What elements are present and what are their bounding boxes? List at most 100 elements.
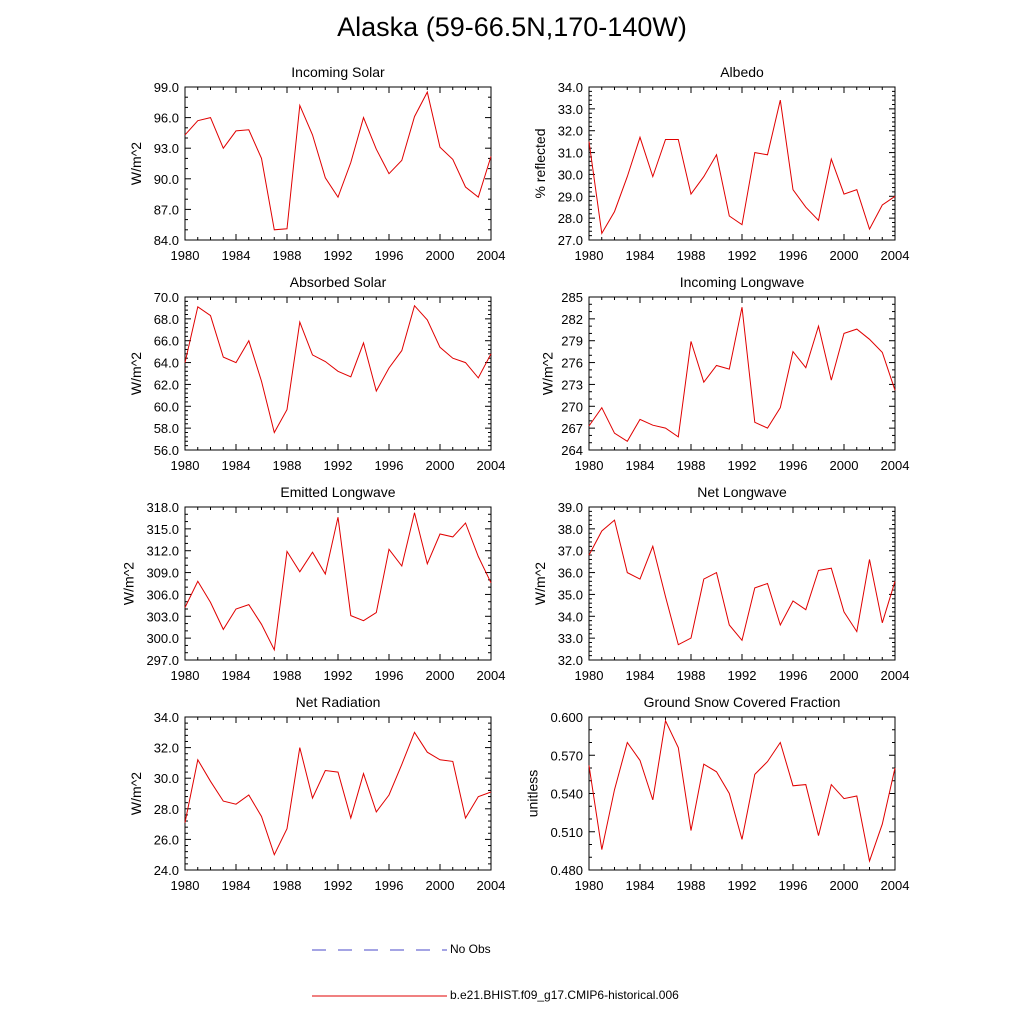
series-line [588, 519, 896, 646]
panel-title: Net Longwave [697, 484, 787, 500]
y-tick-label: 70.0 [154, 290, 179, 305]
y-axis-label: W/m^2 [128, 352, 144, 395]
panel-incoming-solar: 1980 1984 1988 1992 1996 2000 2004 84.0 87.0 90.0… [128, 64, 505, 263]
y-tick-label: 31.0 [558, 146, 583, 161]
y-tick-label: 87.0 [154, 202, 179, 217]
x-tick-label: 1996 [375, 248, 404, 263]
y-tick-label: 32.0 [558, 124, 583, 139]
y-tick-label: 285 [561, 290, 583, 305]
x-tick-label: 1984 [626, 248, 655, 263]
y-axis-label: W/m^2 [532, 562, 548, 605]
panel-net-radiation: 1980 1984 1988 1992 1996 2000 2004 24.0 26.0 28.0… [128, 694, 505, 893]
y-tick-label: 29.0 [558, 189, 583, 204]
y-tick-label: 270 [561, 399, 583, 414]
x-tick-label: 1988 [677, 458, 706, 473]
x-tick-label: 1980 [171, 668, 200, 683]
x-tick-label: 1988 [273, 878, 302, 893]
panel-title: Albedo [720, 64, 764, 80]
panel-title: Absorbed Solar [290, 274, 387, 290]
panel-title: Net Radiation [296, 694, 381, 710]
y-tick-label: 34.0 [154, 710, 179, 725]
x-tick-label: 1996 [375, 878, 404, 893]
x-tick-label: 2004 [477, 878, 506, 893]
y-tick-label: 30.0 [154, 771, 179, 786]
x-tick-label: 1996 [779, 458, 808, 473]
y-tick-label: 0.480 [550, 863, 583, 878]
x-tick-label: 2000 [830, 668, 859, 683]
series-line [184, 512, 492, 652]
x-tick-label: 1992 [728, 248, 757, 263]
x-tick-label: 2004 [881, 248, 910, 263]
x-tick-label: 1992 [324, 248, 353, 263]
y-tick-label: 62.0 [154, 377, 179, 392]
x-tick-label: 1980 [171, 878, 200, 893]
x-tick-label: 1996 [779, 248, 808, 263]
y-tick-label: 30.0 [558, 167, 583, 182]
y-tick-label: 36.0 [558, 566, 583, 581]
y-tick-label: 64.0 [154, 356, 179, 371]
y-tick-label: 60.0 [154, 399, 179, 414]
panel-emitted-longwave: 1980 1984 1988 1992 1996 2000 2004 297.0 300.0 30… [121, 484, 506, 683]
y-tick-label: 303.0 [146, 609, 179, 624]
y-tick-label: 264 [561, 443, 583, 458]
series-line [184, 90, 492, 231]
y-tick-label: 99.0 [154, 80, 179, 95]
x-tick-label: 1988 [273, 248, 302, 263]
x-tick-label: 2004 [477, 458, 506, 473]
y-axis-label: unitless [525, 770, 541, 817]
plot-frame [184, 86, 492, 241]
y-tick-label: 312.0 [146, 544, 179, 559]
y-tick-label: 34.0 [558, 80, 583, 95]
series-line [588, 719, 896, 864]
y-tick-label: 276 [561, 356, 583, 371]
y-tick-label: 27.0 [558, 233, 583, 248]
plot-frame [184, 716, 492, 871]
x-tick-label: 2000 [426, 458, 455, 473]
x-tick-label: 1992 [324, 668, 353, 683]
x-tick-label: 1988 [273, 668, 302, 683]
y-tick-label: 37.0 [558, 544, 583, 559]
y-tick-label: 318.0 [146, 500, 179, 515]
x-tick-label: 1984 [222, 878, 251, 893]
x-tick-label: 1984 [626, 668, 655, 683]
panel-title: Ground Snow Covered Fraction [644, 694, 841, 710]
x-tick-label: 2004 [477, 668, 506, 683]
series-line [588, 99, 896, 235]
y-axis-label: % reflected [532, 128, 548, 198]
x-tick-label: 2004 [881, 878, 910, 893]
x-tick-label: 2000 [830, 878, 859, 893]
y-tick-label: 309.0 [146, 566, 179, 581]
x-tick-label: 1988 [273, 458, 302, 473]
x-tick-label: 1988 [677, 878, 706, 893]
y-tick-label: 33.0 [558, 631, 583, 646]
x-tick-label: 1980 [575, 878, 604, 893]
y-tick-label: 273 [561, 377, 583, 392]
x-tick-label: 1996 [779, 878, 808, 893]
panel-title: Incoming Longwave [680, 274, 805, 290]
y-tick-label: 282 [561, 312, 583, 327]
panel-net-longwave: 1980 1984 1988 1992 1996 2000 2004 32.0 33.0 34.0… [532, 484, 909, 683]
y-tick-label: 0.570 [550, 748, 583, 763]
y-tick-label: 300.0 [146, 631, 179, 646]
y-tick-label: 58.0 [154, 421, 179, 436]
plot-frame [184, 506, 492, 661]
plot-frame [588, 86, 896, 241]
x-tick-label: 1984 [626, 458, 655, 473]
x-tick-label: 2000 [830, 248, 859, 263]
panel-incoming-longwave: 1980 1984 1988 1992 1996 2000 2004 264 267 270 273… [540, 274, 910, 473]
y-tick-label: 32.0 [154, 741, 179, 756]
y-tick-label: 0.540 [550, 787, 583, 802]
page-title: Alaska (59-66.5N,170-140W) [337, 12, 687, 42]
y-tick-label: 0.600 [550, 710, 583, 725]
y-tick-label: 24.0 [154, 863, 179, 878]
x-tick-label: 2000 [830, 458, 859, 473]
x-tick-label: 2000 [426, 668, 455, 683]
plot-frame [588, 716, 896, 871]
x-tick-label: 1984 [222, 668, 251, 683]
plot-frame [184, 296, 492, 451]
x-tick-label: 1980 [171, 458, 200, 473]
x-tick-label: 1992 [728, 668, 757, 683]
y-tick-label: 66.0 [154, 334, 179, 349]
x-tick-label: 2000 [426, 248, 455, 263]
